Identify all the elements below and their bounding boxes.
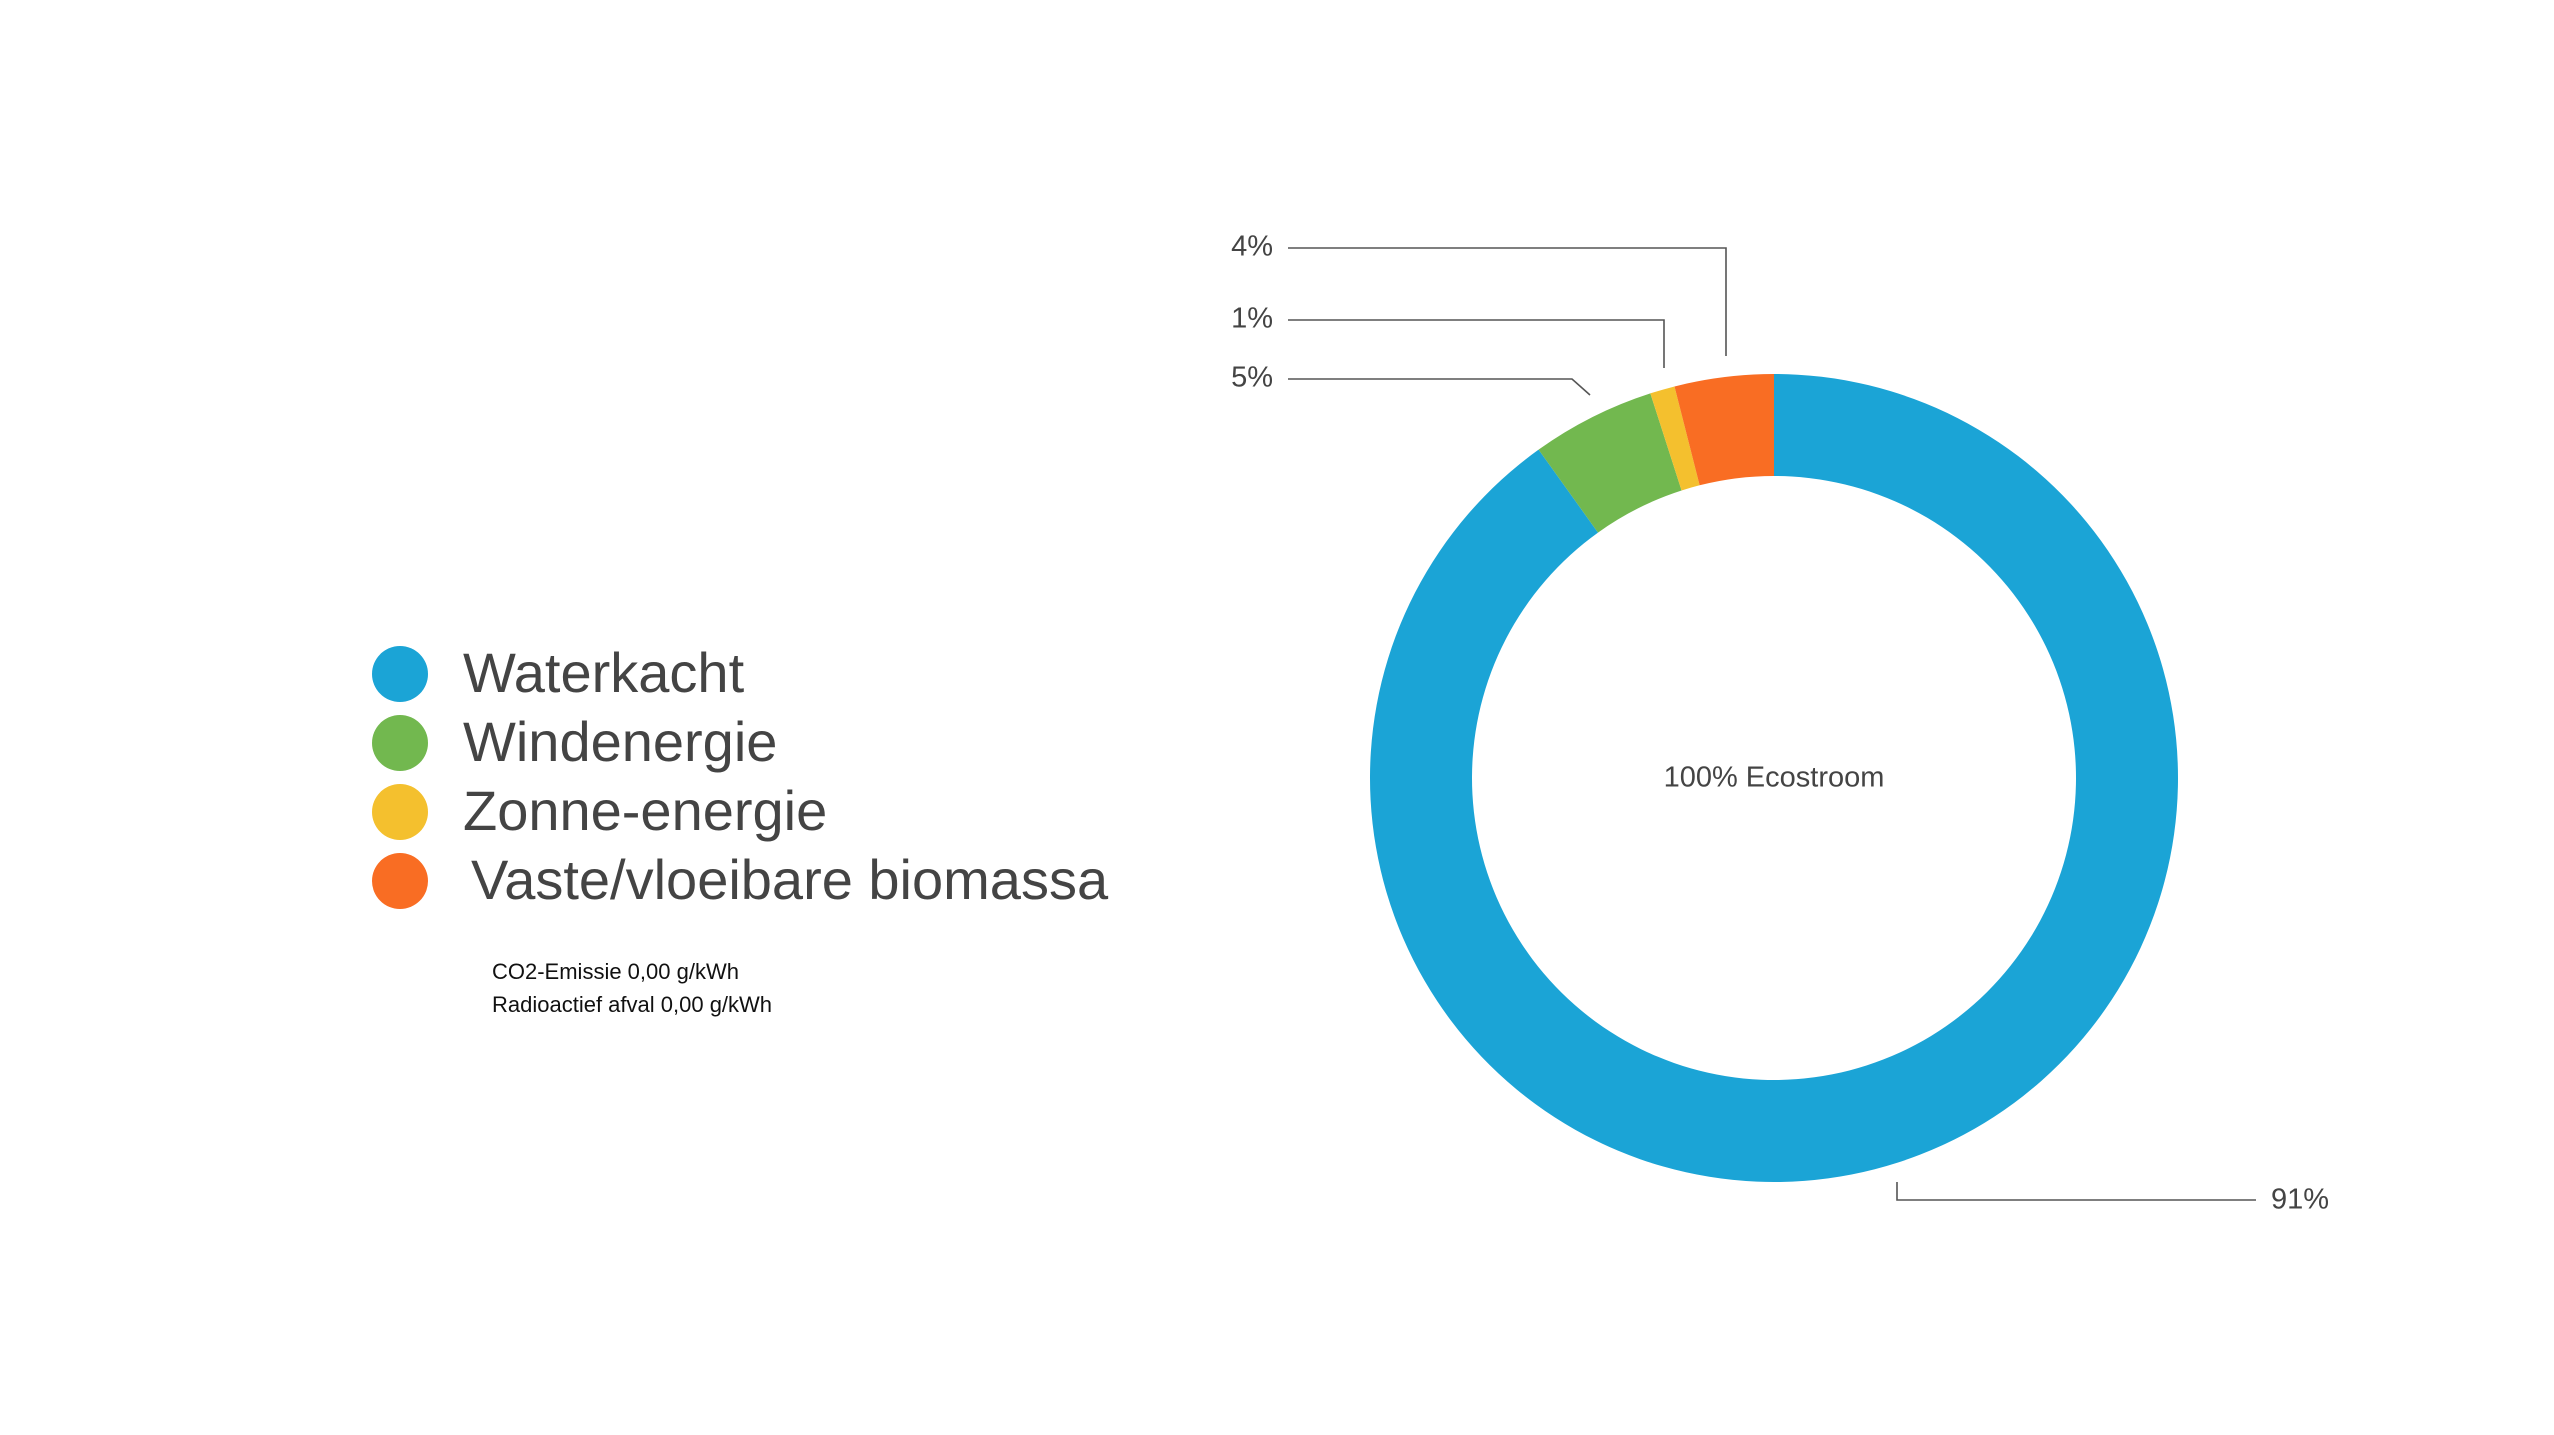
donut-slice: [1538, 393, 1682, 533]
legend-label: Windenergie: [463, 710, 777, 773]
legend-swatch: [372, 715, 428, 771]
donut-slice: [1674, 374, 1774, 486]
donut-slice: [1650, 386, 1700, 491]
value-label: 91%: [2271, 1184, 2329, 1216]
leader-line: [1288, 319, 1665, 368]
leader-line: [1896, 1182, 2256, 1201]
value-label: 4%: [1231, 231, 1273, 263]
leader-line: [1288, 378, 1591, 396]
center-label: 100% Ecostroom: [1664, 762, 1885, 794]
value-label: 1%: [1231, 303, 1273, 335]
legend-swatch: [372, 853, 428, 909]
value-label: 5%: [1231, 362, 1273, 394]
legend-label: Waterkacht: [463, 641, 745, 704]
note: CO2-Emissie 0,00 g/kWh: [492, 959, 739, 984]
leader-line: [1288, 247, 1727, 356]
note: Radioactief afval 0,00 g/kWh: [492, 992, 772, 1017]
legend-swatch: [372, 784, 428, 840]
legend-label: Vaste/vloeibare biomassa: [471, 848, 1109, 911]
legend-label: Zonne-energie: [463, 779, 827, 842]
legend-swatch: [372, 646, 428, 702]
